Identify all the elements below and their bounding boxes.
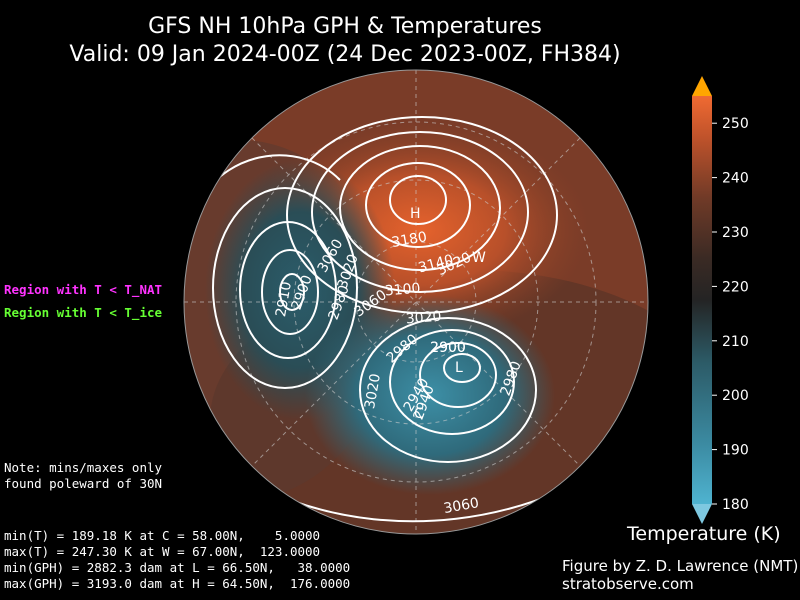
colorbar-tick-label: 220 <box>722 279 749 295</box>
colorbar-tick-label: 200 <box>722 388 749 404</box>
colorbar-tick-label: 240 <box>722 171 749 187</box>
colorbar-tick-label: 190 <box>722 443 749 459</box>
note-line1: Note: mins/maxes only <box>4 460 162 475</box>
contour-label: 2900 <box>430 340 466 356</box>
stat-min-gph: min(GPH) = 2882.3 dam at L = 66.50N, 38.… <box>4 560 350 575</box>
marker-h: H <box>410 206 421 222</box>
marker-w: W <box>472 250 486 266</box>
colorbar-tick-label: 210 <box>722 334 749 350</box>
stat-min-t: min(T) = 189.18 K at C = 58.00N, 5.0000 <box>4 528 320 543</box>
colorbar-bar <box>692 96 712 504</box>
stat-max-t: max(T) = 247.30 K at W = 67.00N, 123.000… <box>4 544 320 559</box>
marker-l: L <box>455 360 463 376</box>
contour-label: 3100 <box>384 280 421 299</box>
colorbar-tick-label: 180 <box>722 497 749 513</box>
colorbar-tick-label: 250 <box>722 116 749 132</box>
colorbar-min-arrow <box>692 504 712 524</box>
legend-ice: Region with T < T_ice <box>4 305 162 320</box>
credit-website: stratobserve.com <box>562 575 694 593</box>
stat-max-gph: max(GPH) = 3193.0 dam at H = 64.50N, 176… <box>4 576 350 591</box>
note-line2: found poleward of 30N <box>4 476 162 491</box>
colorbar-label: Temperature (K) <box>627 523 781 545</box>
colorbar-max-arrow <box>692 76 712 96</box>
colorbar: 250 240 230 220 210 200 190 180 <box>692 76 749 524</box>
colorbar-tick-label: 230 <box>722 225 749 241</box>
legend-nat: Region with T < T_NAT <box>4 282 162 297</box>
credit-author: Figure by Z. D. Lawrence (NMT) <box>562 557 798 575</box>
contour-label: 3020 <box>405 308 442 327</box>
marker-c: C <box>414 406 424 422</box>
